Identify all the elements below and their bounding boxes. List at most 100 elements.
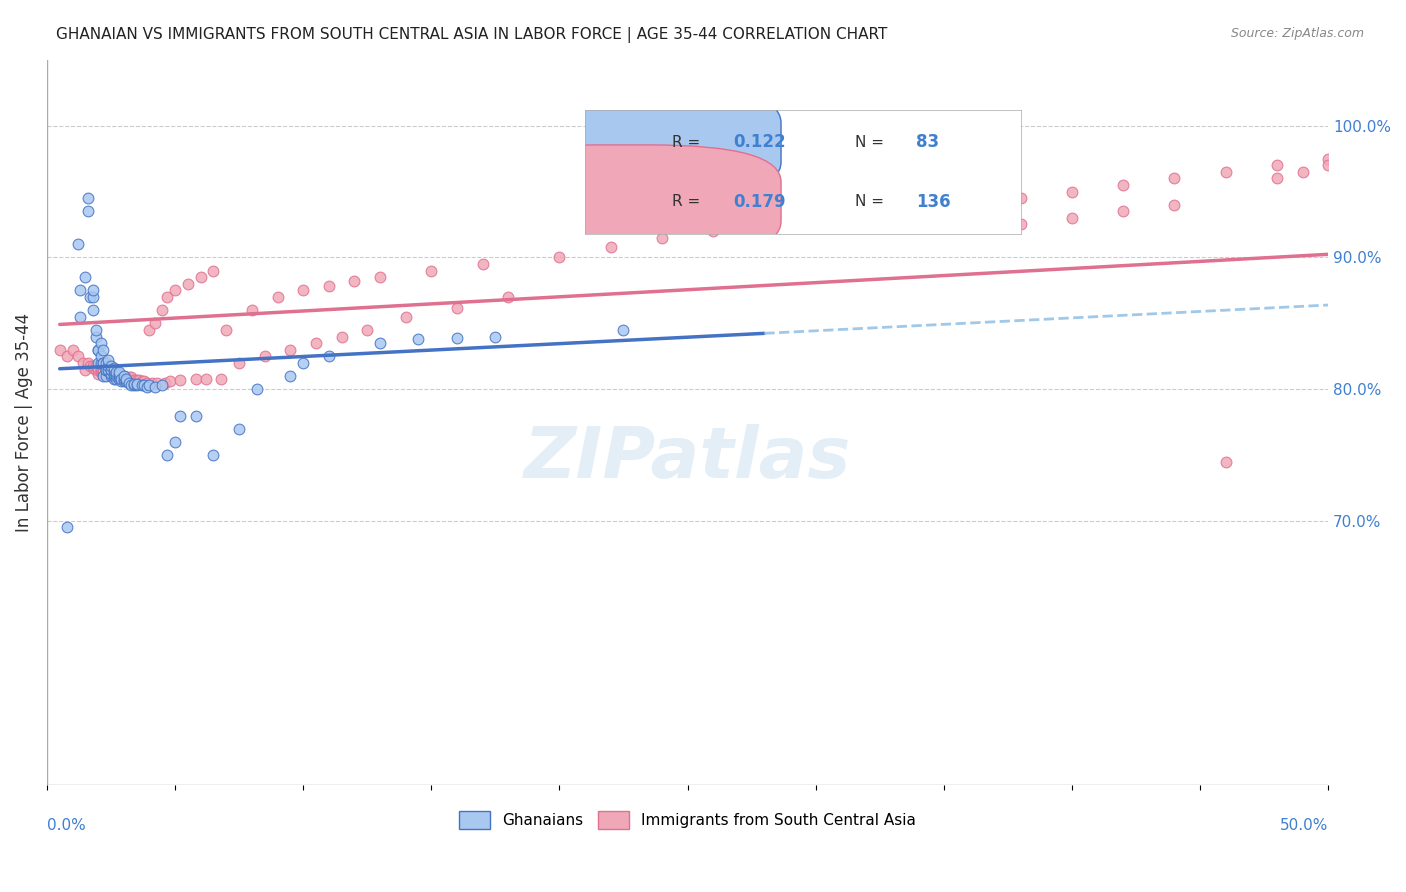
Point: [496, 290, 519, 304]
Point: [169, 373, 191, 387]
Point: [112, 372, 135, 386]
Point: [141, 376, 163, 390]
Point: [135, 376, 157, 390]
Point: [118, 370, 141, 384]
Point: [107, 369, 129, 384]
Point: [112, 375, 135, 389]
Point: [91, 369, 114, 384]
Point: [112, 370, 135, 384]
Point: [87, 356, 110, 370]
Point: [128, 373, 150, 387]
Point: [131, 375, 153, 389]
Point: [1265, 158, 1288, 172]
Point: [368, 270, 391, 285]
Point: [82, 284, 104, 298]
Point: [194, 372, 217, 386]
Point: [103, 364, 125, 378]
Point: [159, 375, 181, 389]
Point: [90, 365, 112, 379]
Point: [90, 362, 112, 376]
Point: [87, 343, 110, 357]
Text: 50.0%: 50.0%: [1279, 818, 1329, 833]
Point: [91, 343, 114, 357]
Point: [1265, 171, 1288, 186]
Point: [856, 208, 879, 222]
Point: [138, 378, 160, 392]
Point: [1368, 145, 1391, 159]
Point: [134, 375, 156, 389]
Point: [75, 362, 97, 376]
Point: [957, 197, 980, 211]
Point: [105, 369, 128, 384]
Point: [134, 378, 156, 392]
Point: [94, 356, 117, 370]
Point: [79, 359, 101, 373]
Point: [368, 336, 391, 351]
Point: [1317, 152, 1340, 166]
Point: [72, 356, 94, 370]
Point: [190, 270, 212, 285]
Point: [97, 362, 120, 376]
Point: [91, 368, 114, 382]
Point: [163, 435, 186, 450]
Point: [484, 329, 506, 343]
Point: [105, 367, 128, 381]
Point: [754, 218, 776, 232]
Point: [100, 362, 122, 376]
Point: [1215, 165, 1237, 179]
Point: [702, 224, 724, 238]
Point: [115, 372, 138, 386]
Point: [122, 377, 145, 392]
Point: [77, 356, 100, 370]
Point: [150, 378, 173, 392]
Point: [120, 372, 142, 386]
Legend: Ghanaians, Immigrants from South Central Asia: Ghanaians, Immigrants from South Central…: [453, 805, 922, 836]
Point: [1010, 218, 1032, 232]
Point: [66, 237, 89, 252]
Point: [115, 370, 138, 384]
Point: [56, 350, 79, 364]
Point: [90, 336, 112, 351]
Point: [292, 284, 315, 298]
Point: [153, 376, 176, 390]
Point: [395, 310, 418, 324]
Point: [94, 367, 117, 381]
Point: [1393, 138, 1406, 153]
Point: [330, 329, 353, 343]
Point: [100, 369, 122, 384]
Point: [228, 422, 250, 436]
Point: [94, 362, 117, 376]
Point: [90, 356, 112, 370]
Point: [305, 336, 328, 351]
Point: [1291, 165, 1313, 179]
Point: [77, 191, 100, 205]
Point: [209, 372, 232, 386]
Point: [103, 372, 125, 386]
Point: [156, 290, 179, 304]
Point: [446, 331, 468, 345]
Point: [56, 519, 79, 533]
Point: [1163, 197, 1185, 211]
Point: [94, 369, 117, 384]
Point: [138, 323, 160, 337]
Point: [103, 367, 125, 381]
Point: [94, 368, 117, 382]
Y-axis label: In Labor Force | Age 35-44: In Labor Force | Age 35-44: [15, 313, 32, 532]
Point: [143, 380, 166, 394]
Point: [77, 204, 100, 219]
Point: [266, 290, 288, 304]
Point: [1060, 185, 1083, 199]
Point: [97, 353, 120, 368]
Point: [107, 369, 129, 384]
Point: [100, 365, 122, 379]
Text: GHANAIAN VS IMMIGRANTS FROM SOUTH CENTRAL ASIA IN LABOR FORCE | AGE 35-44 CORREL: GHANAIAN VS IMMIGRANTS FROM SOUTH CENTRA…: [56, 27, 887, 43]
Point: [177, 277, 200, 291]
Point: [100, 369, 122, 384]
Point: [100, 367, 122, 381]
Point: [91, 356, 114, 370]
Point: [240, 303, 263, 318]
Point: [228, 356, 250, 370]
Point: [87, 361, 110, 376]
Point: [253, 350, 276, 364]
Point: [110, 369, 132, 384]
